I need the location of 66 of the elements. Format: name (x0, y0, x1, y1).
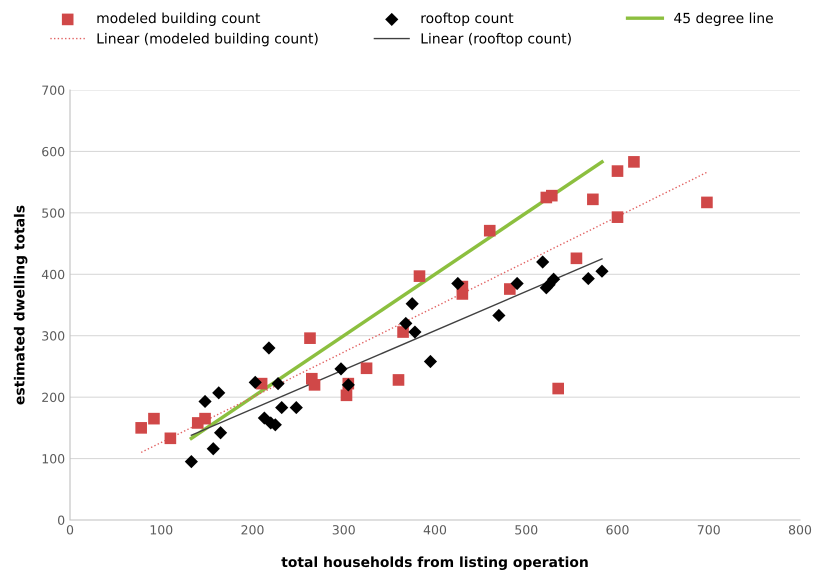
legend-label: Linear (modeled building count) (98, 32, 318, 46)
y-tick-label: 100 (42, 454, 64, 464)
legend-label: Linear (rooftop count) (422, 32, 571, 46)
y-tick-label: 600 (42, 146, 64, 156)
point (701, 196, 713, 208)
point (536, 255, 550, 269)
point (198, 394, 212, 408)
point (552, 382, 564, 394)
point (570, 252, 582, 264)
point (308, 379, 320, 391)
point (595, 264, 609, 278)
point (214, 426, 228, 440)
point (612, 211, 624, 223)
x-tick-label: 300 (332, 525, 355, 535)
y-axis-title: estimated dwelling totals (14, 206, 28, 404)
point (414, 270, 426, 282)
legend-label: 45 degree line (674, 12, 773, 26)
point (248, 376, 262, 389)
point (492, 308, 506, 322)
point (148, 412, 160, 424)
y-tick-label: 500 (42, 208, 64, 218)
point (135, 422, 147, 434)
point (334, 362, 348, 376)
point (424, 354, 438, 368)
y-tick-label: 300 (42, 331, 64, 341)
point (628, 156, 640, 168)
point (340, 389, 352, 402)
point (290, 401, 303, 414)
point (275, 401, 288, 414)
x-tick-label: 700 (698, 525, 720, 535)
point (262, 341, 276, 355)
point (612, 165, 624, 177)
point (164, 432, 176, 444)
point (406, 297, 419, 310)
point (304, 332, 316, 344)
point (451, 276, 464, 290)
point (587, 194, 599, 206)
point (184, 455, 198, 468)
y-tick-label: 700 (42, 85, 64, 95)
point (484, 224, 496, 236)
point (582, 272, 595, 286)
point (547, 272, 560, 286)
y-tick-label: 200 (42, 392, 64, 402)
x-tick-label: 200 (241, 525, 264, 535)
point (199, 412, 211, 424)
point (546, 190, 558, 202)
point (360, 362, 372, 374)
x-axis-title: total households from listing operation (281, 556, 588, 570)
x-tick-label: 800 (788, 525, 812, 535)
x-tick-label: 100 (150, 525, 172, 535)
point (212, 386, 226, 400)
legend-label: rooftop count (421, 12, 514, 26)
point (510, 276, 524, 290)
x-tick-label: 500 (515, 525, 538, 535)
point (456, 288, 468, 300)
point (206, 442, 220, 456)
legend-label: modeled building count (97, 12, 260, 26)
y-tick-label: 0 (58, 515, 64, 525)
x-tick-label: 400 (424, 525, 446, 535)
point (392, 374, 404, 386)
x-tick-label: 0 (66, 525, 74, 535)
x-tick-label: 600 (606, 525, 629, 535)
point (271, 377, 285, 390)
y-tick-label: 400 (42, 270, 64, 280)
point (399, 316, 412, 330)
point (408, 325, 422, 339)
